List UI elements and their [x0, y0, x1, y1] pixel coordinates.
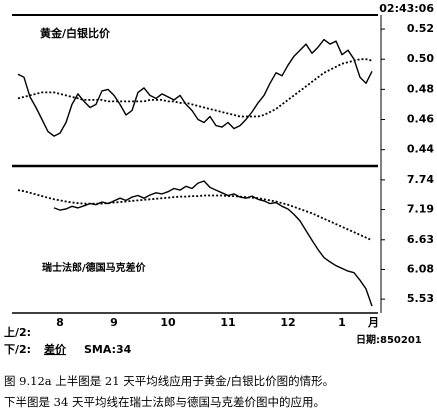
- price-line: [17, 38, 373, 137]
- x-tick-label: 10: [160, 316, 176, 329]
- chart-title: 瑞士法郎/德国马克差价: [42, 261, 147, 274]
- date-label: 日期:850201: [356, 333, 422, 346]
- y-tick-label: 5.53: [407, 292, 434, 305]
- x-tick-label: 12: [280, 316, 295, 329]
- sma-line: [17, 189, 373, 242]
- legend-entry: 差价: [44, 342, 67, 356]
- x-tick-label: 9: [110, 316, 118, 329]
- sma-line: [17, 58, 373, 118]
- caption: 下半图是 34 天平均线在瑞士法郎与德国马克差价图中的应用。: [4, 395, 325, 409]
- panel-label: 下/2:: [4, 343, 31, 356]
- x-tick-label: 1: [338, 316, 346, 329]
- y-tick-label: 6.08: [407, 262, 434, 275]
- legend-entry: SMA:34: [84, 343, 132, 356]
- x-tick-label: 8: [56, 316, 64, 329]
- y-tick-label: 7.74: [407, 173, 434, 186]
- y-tick-label: 7.19: [407, 203, 434, 216]
- x-tick-label: 11: [220, 316, 235, 329]
- chart-title: 黄金/白银比价: [40, 26, 111, 40]
- time: 02:43:06: [379, 2, 434, 15]
- y-tick-label: 0.44: [407, 143, 434, 156]
- y-tick-label: 0.52: [407, 22, 434, 35]
- price-line: [53, 180, 373, 307]
- y-tick-label: 0.48: [407, 82, 434, 95]
- y-tick-label: 6.63: [407, 233, 434, 246]
- y-tick-label: 0.50: [407, 52, 434, 65]
- caption: 图 9.12a 上半图是 21 天平均线应用于黄金/白银比价图的情形。: [4, 374, 334, 388]
- x-axis-label: 月: [367, 316, 379, 329]
- y-tick-label: 0.46: [407, 113, 434, 126]
- panel-label: 上/2:: [4, 325, 31, 339]
